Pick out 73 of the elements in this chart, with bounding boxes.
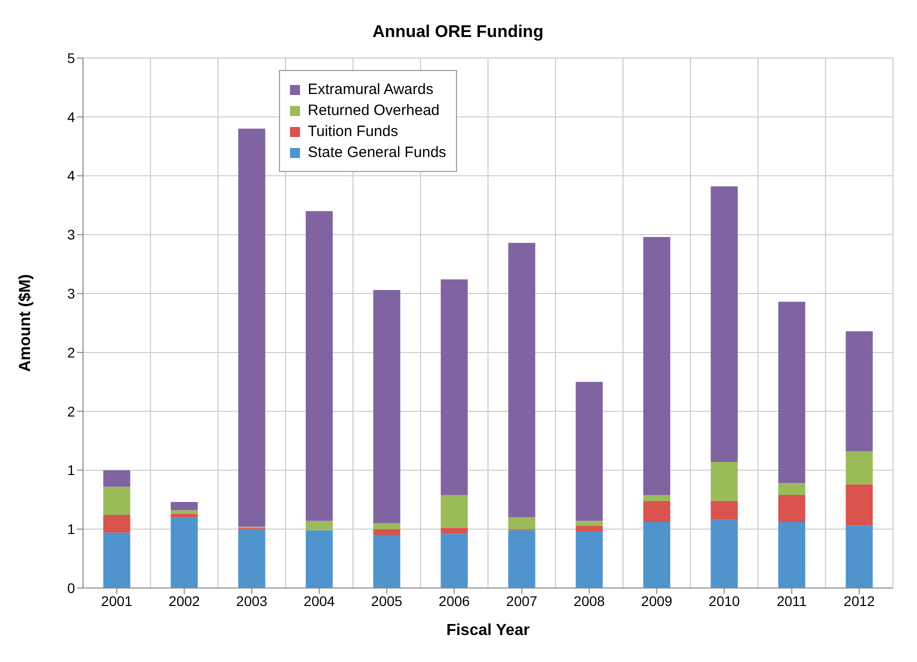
legend-label: Extramural Awards: [308, 81, 434, 98]
y-tick-label: 2: [67, 344, 76, 360]
bar: [238, 128, 266, 527]
bar: [710, 500, 738, 520]
bar: [373, 529, 400, 535]
bar: [103, 486, 130, 515]
bar: [710, 186, 738, 462]
bar: [170, 502, 198, 510]
y-axis-title: Amount ($M): [17, 274, 35, 372]
x-tick-label: 2009: [641, 592, 673, 609]
bar: [440, 494, 468, 528]
bar: [846, 526, 873, 588]
bar: [576, 526, 603, 532]
bar: [440, 534, 468, 588]
bar: [306, 530, 333, 588]
bar: [643, 522, 670, 588]
bar: [643, 237, 670, 495]
bar: [238, 529, 266, 588]
x-tick-label: 2010: [708, 592, 740, 609]
bar: [576, 520, 603, 526]
bar: [778, 522, 806, 588]
y-tick-label: 4: [67, 108, 76, 125]
bar: [306, 211, 333, 521]
bar: [373, 535, 400, 588]
bar: [576, 382, 603, 521]
y-tick-label: 2: [67, 403, 76, 420]
bar: [508, 242, 536, 518]
bar: [440, 279, 468, 495]
legend-label: Tuition Funds: [308, 123, 398, 140]
y-tick-label: 0: [67, 580, 76, 596]
legend-label: Returned Overhead: [308, 102, 440, 119]
x-axis-title: Fiscal Year: [445, 622, 531, 640]
bar: [846, 484, 873, 526]
bar: [643, 500, 670, 522]
chart-title: Annual ORE Funding: [372, 22, 544, 42]
y-tick-label: 1: [67, 462, 76, 478]
bar: [778, 494, 806, 522]
x-tick-label: 2005: [371, 592, 403, 609]
x-tick-label: 2001: [101, 592, 133, 609]
bar: [846, 331, 873, 452]
x-tick-label: 2006: [438, 592, 470, 609]
bar: [103, 514, 130, 533]
x-tick-label: 2003: [236, 592, 268, 609]
x-tick-label: 2004: [304, 592, 336, 609]
bar: [643, 494, 670, 501]
bar: [170, 517, 198, 588]
legend-label: State General Funds: [308, 144, 446, 161]
bar: [778, 302, 806, 484]
bar: [373, 290, 400, 524]
bar: [440, 528, 468, 534]
x-tick-label: 2012: [844, 592, 876, 609]
y-tick-label: 5: [67, 50, 76, 66]
bar: [373, 523, 400, 530]
y-tick-label: 1: [67, 521, 76, 538]
x-tick-label: 2007: [506, 592, 538, 609]
bar: [103, 532, 130, 588]
bar: [576, 531, 603, 588]
bar: [508, 530, 536, 588]
bar: [508, 517, 536, 530]
bar: [306, 520, 333, 530]
bar: [710, 462, 738, 501]
bar: [170, 514, 198, 518]
x-tick-label: 2011: [776, 592, 808, 609]
y-tick-label: 4: [67, 168, 76, 184]
bar: [846, 451, 873, 484]
x-tick-label: 2002: [168, 592, 200, 609]
bar: [710, 520, 738, 588]
bar: [103, 470, 130, 487]
y-tick-label: 3: [67, 226, 76, 243]
y-tick-label: 3: [67, 286, 76, 302]
bar: [170, 510, 198, 514]
bar: [778, 483, 806, 495]
x-tick-label: 2008: [574, 592, 606, 609]
